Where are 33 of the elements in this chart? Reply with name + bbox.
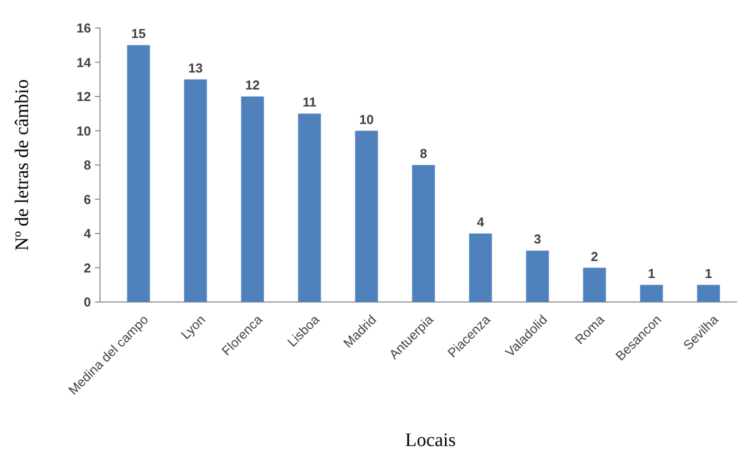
data-label: 1: [648, 266, 656, 281]
bar: [184, 79, 207, 302]
data-label: 8: [420, 146, 428, 161]
y-tick-label: 0: [84, 294, 91, 310]
bar: [640, 284, 663, 302]
y-tick-label: 4: [84, 226, 92, 242]
y-tick-label: 6: [84, 192, 91, 207]
y-tick-label: 10: [76, 123, 91, 138]
bar: [583, 268, 606, 302]
y-tick-label: 2: [84, 260, 91, 276]
bar: [241, 96, 264, 302]
bar: [412, 165, 435, 302]
data-label: 13: [188, 60, 203, 76]
bar: [298, 114, 321, 302]
y-axis-title: Nº de letras de câmbio: [12, 79, 33, 251]
bar: [127, 45, 150, 302]
y-tick-label: 8: [84, 158, 91, 173]
y-tick-label: 12: [76, 89, 91, 104]
data-label: 11: [302, 94, 316, 110]
bar: [526, 250, 549, 302]
bar: [697, 284, 720, 302]
data-label: 10: [359, 112, 374, 127]
data-label: 1: [704, 266, 712, 281]
data-label: 2: [590, 248, 598, 264]
x-axis-title: Locais: [405, 430, 456, 451]
data-label: 15: [131, 26, 146, 42]
data-label: 12: [245, 78, 260, 92]
y-tick-label: 16: [76, 20, 91, 36]
y-tick-label: 14: [76, 54, 92, 70]
data-label: 4: [476, 214, 485, 230]
data-label: 3: [534, 232, 542, 247]
bar: [469, 234, 492, 302]
bar: [355, 130, 378, 302]
